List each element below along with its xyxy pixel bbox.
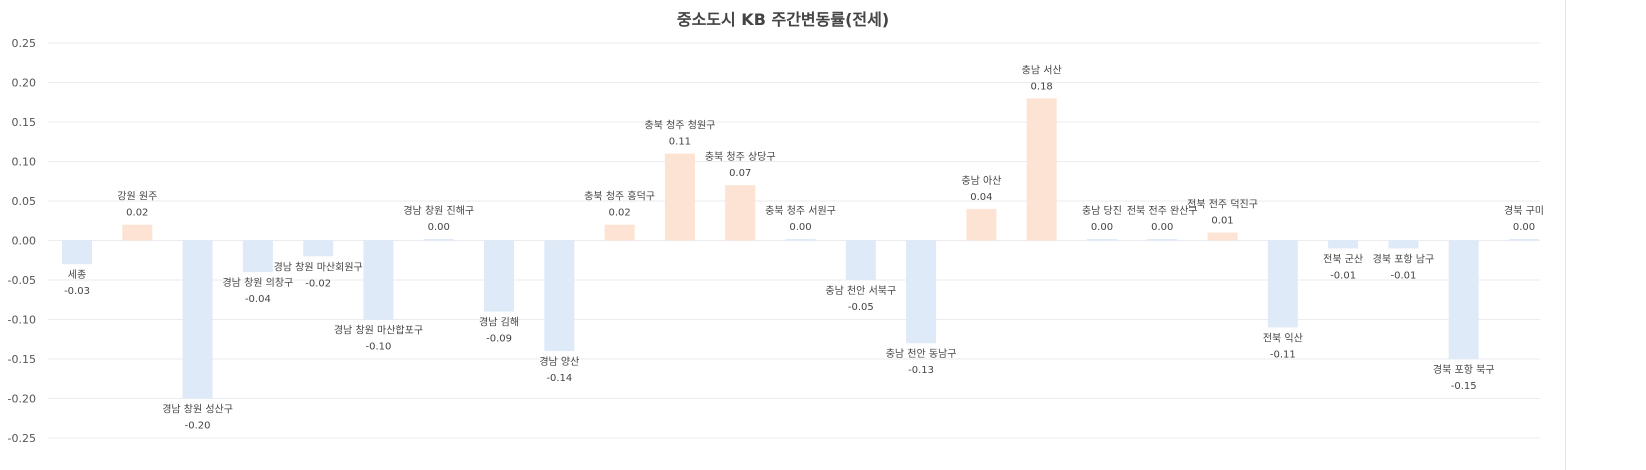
category-label: 충남 당진: [1082, 205, 1122, 217]
category-label: 충북 청주 서원구: [765, 205, 836, 217]
bar: [845, 240, 876, 280]
bar: [1147, 239, 1178, 241]
category-label: 충북 청주 흥덕구: [584, 190, 655, 203]
category-label: 경북 포항 북구: [1433, 363, 1495, 376]
category-label: 세종: [68, 269, 86, 281]
data-label: 0.02: [608, 208, 630, 219]
bar: [664, 153, 695, 241]
bar: [906, 240, 937, 344]
data-label: 0.02: [126, 208, 148, 219]
bar: [122, 224, 153, 241]
data-label: 0.00: [428, 222, 450, 233]
data-label: 0.04: [970, 192, 992, 203]
data-label: -0.14: [546, 373, 572, 384]
bar: [544, 240, 575, 352]
bar: [1388, 240, 1419, 249]
bar: [1267, 240, 1298, 328]
data-label: 0.00: [1513, 222, 1535, 233]
category-label: 충남 천안 서북구: [825, 285, 896, 297]
y-tick-label: -0.10: [8, 314, 36, 327]
bar: [1448, 240, 1479, 359]
category-label: 충남 서산: [1022, 64, 1062, 76]
category-label: 경남 창원 성산구: [162, 403, 233, 416]
y-tick-label: -0.20: [8, 393, 36, 406]
data-label: 0.00: [1151, 222, 1173, 233]
bar: [1328, 240, 1359, 249]
chart-title: 중소도시 KB 주간변동률(전세): [676, 10, 890, 29]
data-label: -0.10: [366, 342, 392, 353]
data-label: 0.11: [669, 137, 691, 148]
data-label: 0.01: [1211, 216, 1233, 227]
category-label: 경남 양산: [539, 355, 579, 368]
y-tick-label: -0.25: [8, 432, 36, 445]
data-label: 0.00: [1091, 222, 1113, 233]
category-label: 충북 청주 상당구: [705, 151, 776, 163]
bar: [484, 240, 515, 312]
data-label: 0.07: [729, 168, 751, 179]
bar: [1026, 98, 1057, 241]
category-label: 전북 전주 덕진구: [1187, 199, 1258, 211]
category-label: 경남 창원 진해구: [403, 204, 474, 217]
data-label: -0.02: [305, 278, 331, 289]
data-label: -0.05: [848, 302, 874, 313]
y-tick-label: -0.05: [8, 274, 36, 287]
y-tick-label: 0.15: [12, 116, 37, 129]
data-label: -0.20: [185, 421, 211, 432]
data-label: 0.00: [789, 222, 811, 233]
category-label: 전북 군산: [1323, 253, 1363, 265]
bar: [725, 185, 756, 241]
y-tick-label: 0.00: [12, 235, 37, 248]
category-label: 충남 아산: [961, 175, 1001, 187]
y-tick-label: 0.25: [12, 37, 37, 50]
data-label: -0.03: [64, 286, 90, 297]
panel-edge: [1565, 0, 1566, 470]
bar: [1207, 232, 1238, 241]
y-tick-label: 0.10: [12, 156, 37, 169]
bar: [423, 239, 454, 241]
category-label: 경남 창원 마산합포구: [334, 324, 423, 337]
data-label: -0.09: [486, 334, 512, 345]
bar: [1509, 239, 1539, 241]
bar: [182, 240, 213, 399]
y-tick-label: 0.20: [12, 77, 37, 90]
data-label: -0.01: [1330, 270, 1356, 281]
bar: [785, 239, 816, 241]
bar: [62, 240, 92, 265]
y-tick-label: -0.15: [8, 353, 36, 366]
bar: [966, 208, 997, 241]
data-label: -0.11: [1270, 349, 1296, 360]
category-label: 경북 구미: [1504, 204, 1544, 217]
data-label: -0.01: [1390, 270, 1416, 281]
bar: [1086, 239, 1117, 241]
bar: [242, 240, 273, 273]
y-tick-label: 0.05: [12, 195, 37, 208]
category-label: 강원 원주: [117, 191, 157, 203]
data-label: -0.04: [245, 294, 271, 305]
category-label: 충남 천안 동남구: [886, 348, 957, 360]
category-label: 경남 창원 마산회원구: [274, 260, 363, 273]
bar: [303, 240, 334, 257]
bar: [604, 224, 635, 241]
data-label: -0.15: [1451, 381, 1477, 392]
category-label: 경남 김해: [479, 316, 519, 329]
category-label: 전북 익산: [1263, 332, 1303, 344]
category-label: 전북 전주 완산구: [1127, 205, 1198, 217]
category-label: 경북 포항 남구: [1373, 252, 1435, 265]
data-label: -0.13: [908, 365, 934, 376]
bar: [363, 240, 394, 320]
category-label: 충북 청주 청원구: [645, 120, 716, 132]
data-label: 0.18: [1031, 81, 1053, 92]
category-label: 경남 창원 의창구: [222, 276, 293, 289]
